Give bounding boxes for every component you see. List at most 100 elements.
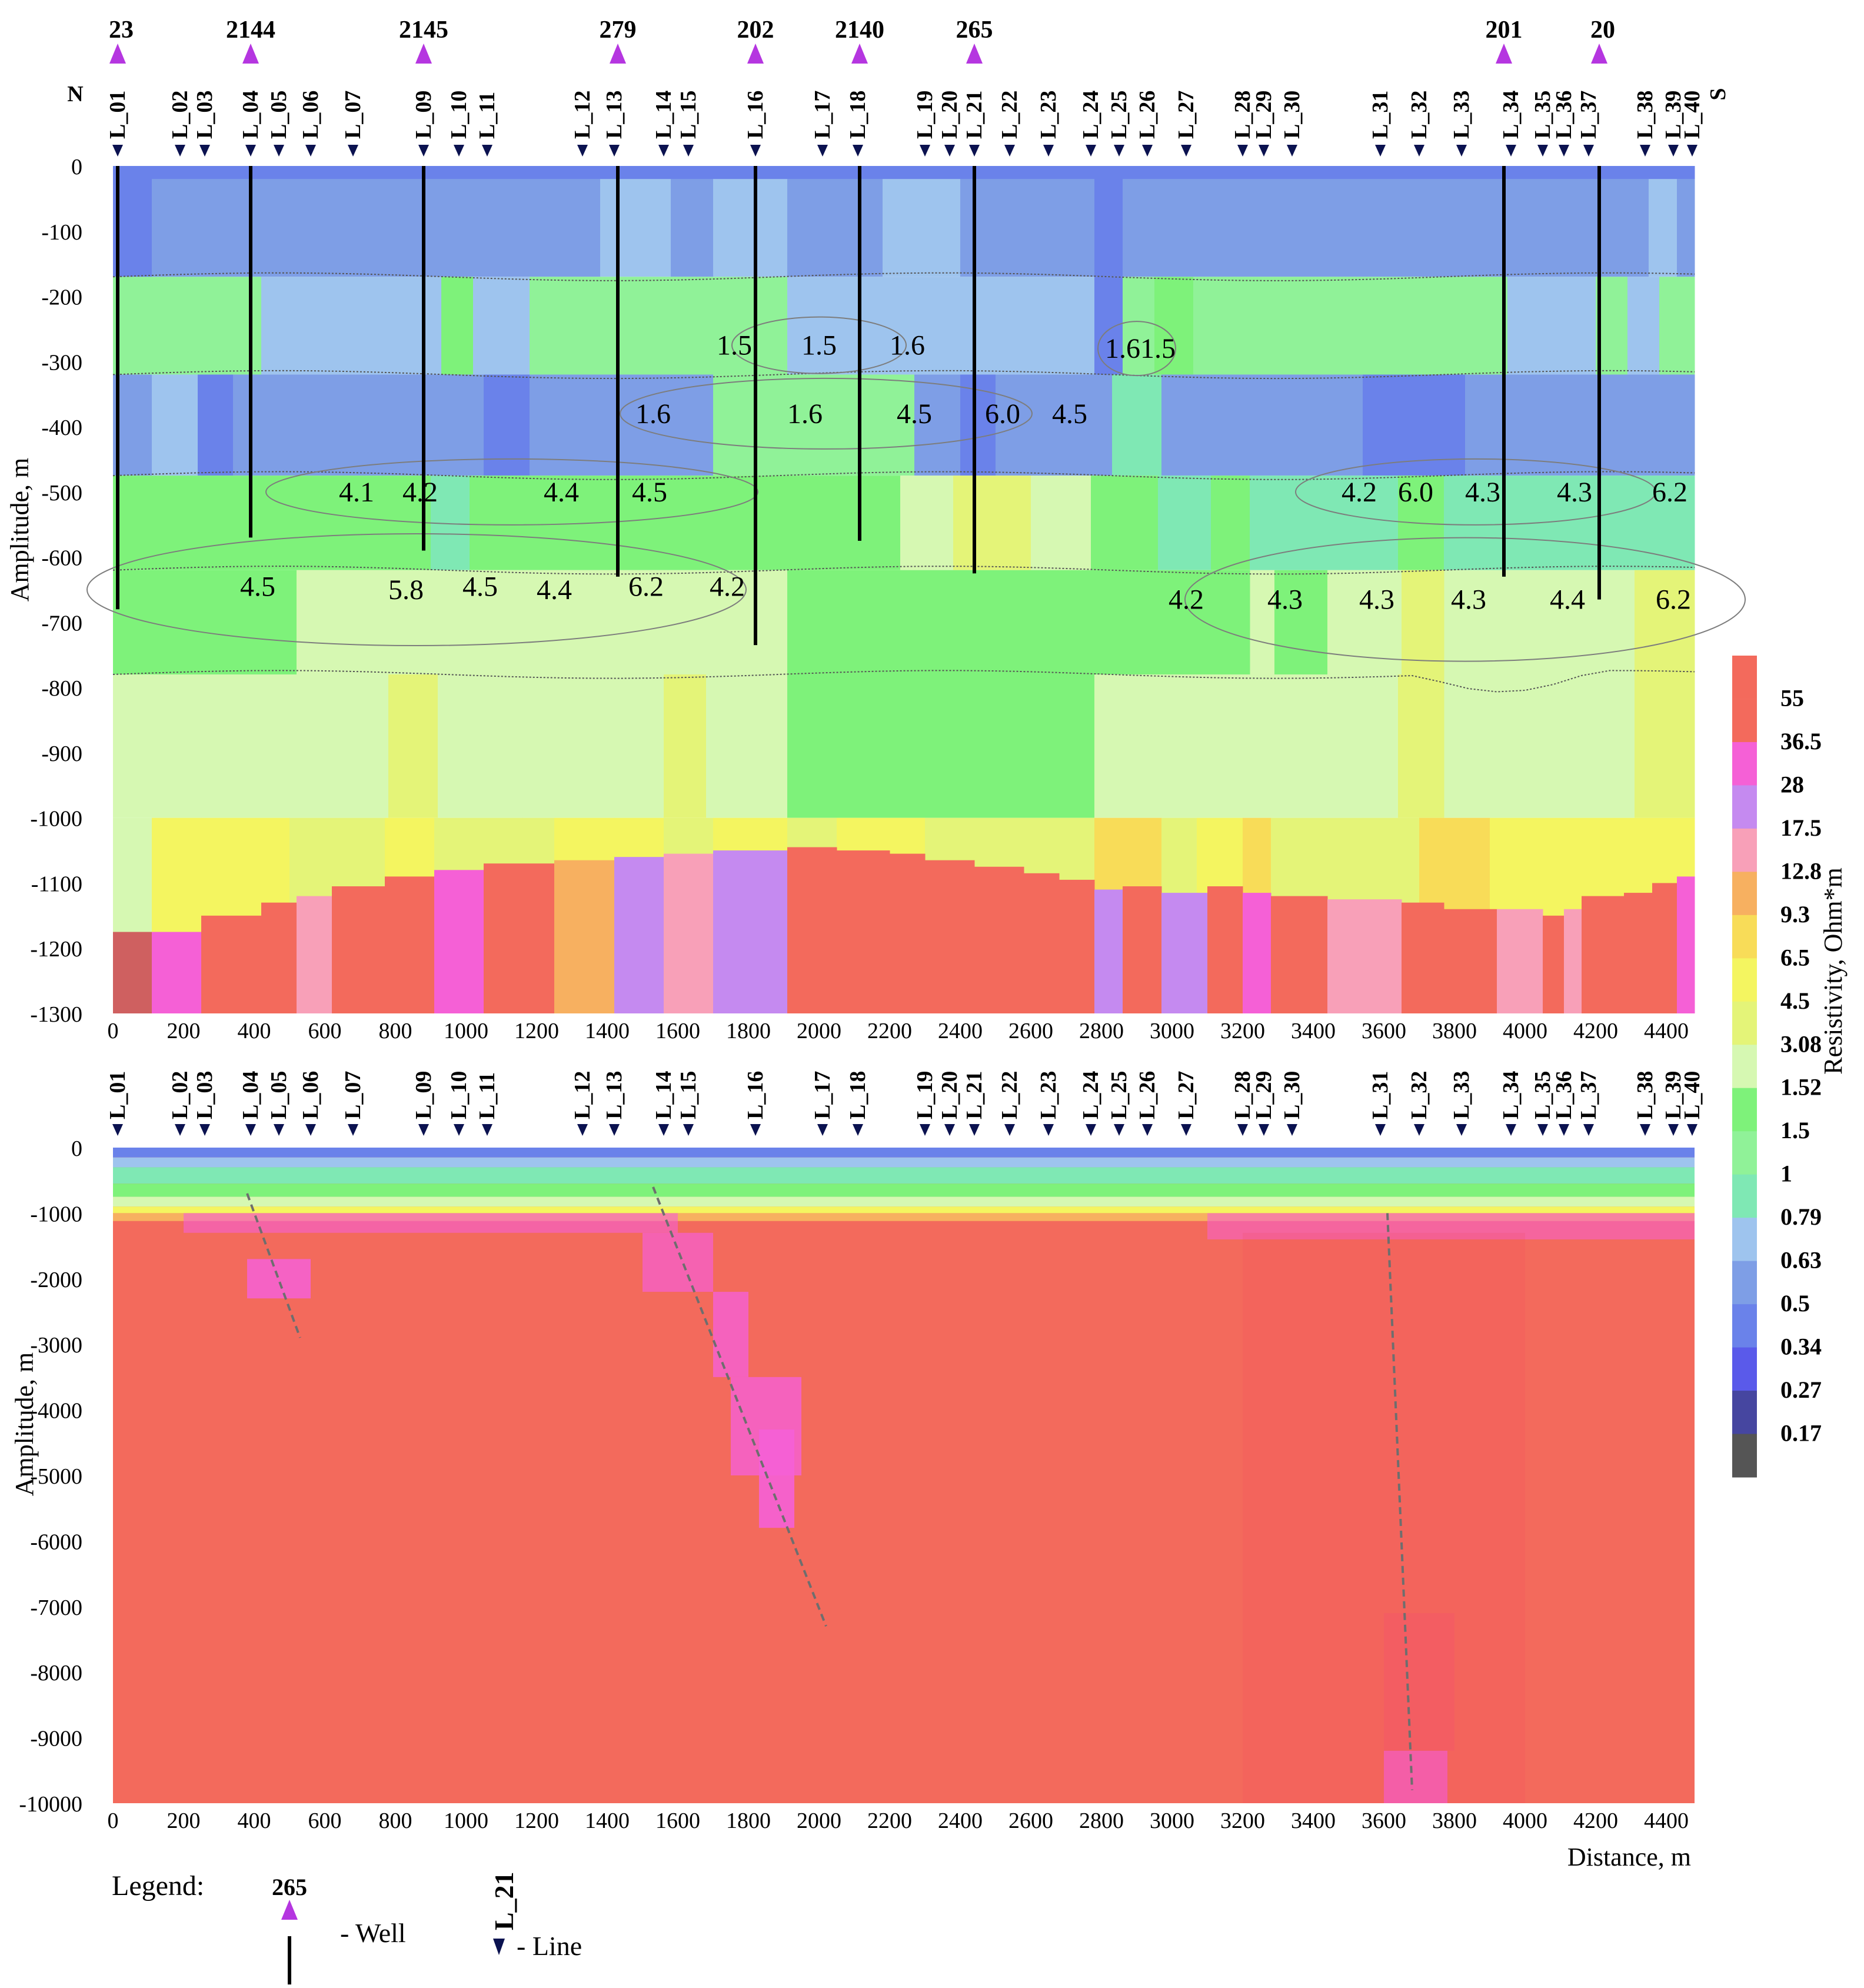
survey-line-label: L_36 (1552, 91, 1576, 139)
survey-line-marker (1668, 1124, 1679, 1136)
colorbar-top-cap (1732, 656, 1757, 699)
layer-6-cell (297, 674, 389, 818)
layer-4-cell (470, 476, 901, 570)
anomaly-cell (713, 1292, 748, 1377)
survey-line-label: L_30 (1280, 91, 1304, 139)
survey-line-label: L_34 (1499, 91, 1523, 139)
layer-5-cell (1250, 570, 1275, 674)
layer-4-cell (900, 476, 954, 570)
y-tick-label: -6000 (30, 1530, 82, 1554)
anomaly-ellipse (1097, 321, 1176, 377)
y-tick-label: -2000 (30, 1268, 82, 1292)
layer-3-cell (713, 374, 915, 476)
survey-line-marker (658, 145, 669, 157)
colorbar-tick-label: 1.5 (1780, 1117, 1810, 1143)
colorbar-tick-label: 0.79 (1780, 1204, 1822, 1230)
survey-line-label: L_02 (168, 91, 192, 139)
basement-cell (713, 850, 788, 1013)
survey-line-label: L_05 (267, 1071, 291, 1119)
resistivity-value-label: 6.0 (1398, 477, 1433, 508)
resistivity-value-label: 1.5 (801, 330, 837, 361)
x-tick-label: 2600 (1008, 1809, 1053, 1833)
survey-line-marker (199, 1124, 210, 1136)
lower-shallow-band (113, 1167, 1695, 1184)
well-stem (1502, 166, 1506, 577)
x-tick-label: 3400 (1291, 1019, 1336, 1043)
survey-line-label: L_19 (913, 1071, 937, 1119)
layer-upper-top-cell (113, 166, 1695, 179)
survey-line-marker (482, 1124, 492, 1136)
survey-line-label: L_13 (602, 91, 627, 139)
basement-cell (925, 860, 975, 1013)
layer-3-cell (1465, 374, 1695, 476)
colorbar-swatch (1732, 1261, 1757, 1305)
colorbar-label: Resistivity, Ohm*m (1819, 867, 1848, 1075)
colorbar-swatch (1732, 1045, 1757, 1089)
survey-line-label: L_09 (411, 1071, 436, 1119)
y-tick-label: -10000 (19, 1792, 82, 1817)
layer-6-cell (113, 674, 297, 818)
basement-cell (890, 853, 926, 1013)
survey-line-marker (817, 145, 828, 157)
survey-line-marker (577, 1124, 588, 1136)
x-tick-label: 200 (167, 1019, 201, 1043)
layer-2-cell (261, 277, 297, 375)
survey-line-label: L_19 (913, 91, 937, 139)
y-tick-label: -8000 (30, 1661, 82, 1686)
legend-line-label-group: L_21 (489, 1871, 519, 1930)
survey-line-marker (454, 1124, 464, 1136)
layer-5-mid-cell (787, 570, 1095, 674)
anomaly-cell (247, 1259, 311, 1299)
x-tick-label: 1600 (655, 1809, 700, 1833)
survey-line-label: L_12 (570, 91, 595, 139)
lower-plot-area (113, 1148, 1695, 1803)
legend-line-text: - Line (517, 1931, 582, 1961)
anomaly-ellipse (731, 316, 907, 374)
survey-line-marker (944, 145, 955, 157)
basement-cell (152, 932, 202, 1013)
survey-line-label: L_25 (1107, 1071, 1131, 1119)
lower-shallow-band (113, 1196, 1695, 1207)
x-tick-label: 800 (379, 1809, 412, 1833)
layer-6-cell (522, 674, 664, 818)
survey-line-label: L_10 (447, 91, 471, 139)
survey-line-label: L_32 (1407, 1071, 1432, 1119)
survey-line-label: L_38 (1633, 1071, 1657, 1119)
survey-line-marker (1237, 1124, 1248, 1136)
y-tick-label: -700 (41, 611, 82, 636)
x-tick-label: 1200 (514, 1019, 559, 1043)
resistivity-value-label: 1.6 (1105, 333, 1140, 364)
layer-5-mid-cell (1094, 570, 1250, 674)
resistivity-value-label: 4.5 (897, 398, 932, 430)
survey-line-marker (920, 1124, 930, 1136)
survey-line-label: L_34 (1499, 1071, 1523, 1119)
survey-line-label: L_16 (743, 1071, 768, 1119)
survey-line-label: L_10 (447, 1071, 471, 1119)
x-tick-label: 2000 (797, 1809, 841, 1833)
layer-3-cell (914, 374, 961, 476)
survey-line-marker (112, 1124, 123, 1136)
anomaly-ellipse (86, 533, 747, 646)
survey-line-label: L_40 (1680, 91, 1705, 139)
survey-line-label: L_22 (997, 91, 1022, 139)
legend-title: Legend: (112, 1870, 204, 1901)
layer-3-cell (996, 374, 1113, 476)
legend-well-label: 265 (272, 1874, 307, 1900)
layer-boundary-line (112, 471, 1695, 480)
lower-survey-lines-layer: L_01 L_02 L_03 L_04 L_05 L_06 L_07 L_09 L_10 L_11… (105, 1071, 1705, 1136)
resistivity-value-label: 1.5 (1140, 333, 1176, 364)
anomaly-cell (1384, 1613, 1454, 1751)
survey-line-marker (683, 145, 694, 157)
layer-6-cell (664, 674, 707, 818)
layer-2-cell (787, 277, 1095, 375)
upper-y-axis-label: Amplitude, m (5, 458, 34, 601)
y-tick-label: -1200 (30, 937, 82, 962)
basement-cell (1059, 879, 1095, 1013)
survey-line-label: L_23 (1036, 1071, 1061, 1119)
well-label: 2145 (399, 16, 448, 44)
layer-4-cell (113, 476, 431, 570)
layer-top-cell (787, 166, 883, 277)
survey-line-marker (609, 1124, 620, 1136)
y-tick-label: -500 (41, 481, 82, 506)
x-tick-label: 800 (379, 1019, 412, 1043)
